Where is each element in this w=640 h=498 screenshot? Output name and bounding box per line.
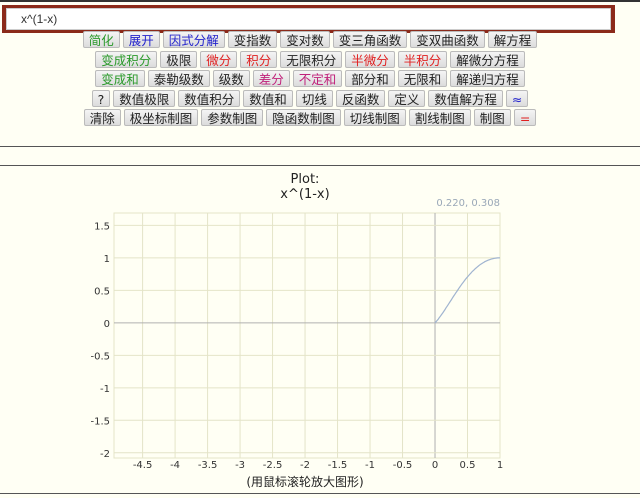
function-button[interactable]: 变三角函数 [332, 31, 408, 48]
function-button[interactable]: 参数制图 [201, 109, 264, 127]
function-button[interactable]: 差分 [252, 70, 290, 88]
x-tick-label: 0 [432, 460, 438, 471]
function-button[interactable]: 泰勒级数 [147, 70, 210, 88]
function-button[interactable]: 变指数 [227, 31, 278, 48]
y-tick-label: -0.5 [90, 351, 110, 362]
function-button[interactable]: 级数 [212, 70, 250, 88]
y-tick-label: 0 [104, 319, 110, 330]
button-row: 清除 极坐标制图 参数制图 隐函数制图 切线制图 割线制图 制图 = [0, 109, 620, 127]
function-button[interactable]: 变双曲函数 [410, 31, 485, 48]
function-button[interactable]: ? [91, 89, 111, 107]
divider [0, 493, 640, 494]
x-tick-label: -2 [300, 460, 310, 471]
function-button-panel: 简化 展开 因式分解 变指数 变对数 变三角函数 变双曲函数 解方程 变成积分 极限 微分 积分 无限积… [0, 31, 620, 129]
x-tick-label: -2.5 [263, 460, 283, 471]
y-tick-label: 1 [104, 254, 110, 265]
function-button[interactable]: 不定和 [292, 70, 343, 88]
x-tick-label: -1.5 [328, 460, 348, 471]
function-button[interactable]: 数值积分 [178, 89, 241, 107]
function-button[interactable]: 切线制图 [343, 109, 406, 127]
x-tick-label: 1 [497, 460, 503, 471]
function-button[interactable]: 切线 [295, 89, 333, 107]
function-button[interactable]: 制图 [473, 109, 511, 127]
function-button[interactable]: 数值极限 [113, 89, 176, 107]
function-button[interactable]: 半微分 [345, 50, 395, 68]
x-tick-label: -1 [365, 460, 375, 471]
function-button[interactable]: 无限和 [397, 70, 448, 88]
function-button[interactable]: 清除 [83, 109, 121, 127]
x-tick-label: -3 [235, 460, 245, 471]
button-row: ? 数值极限 数值积分 数值和 切线 反函数 定义 数值解方程 ≈ [0, 89, 620, 107]
top-border [0, 0, 640, 2]
cursor-coordinates: 0.220, 0.308 [436, 198, 500, 209]
button-row: 变成积分 极限 微分 积分 无限积分 半微分 半积分 解微分方程 [0, 50, 620, 68]
y-tick-label: -1 [100, 384, 110, 395]
function-button[interactable]: 积分 [240, 50, 278, 68]
function-button[interactable]: 因式分解 [162, 31, 225, 48]
function-button[interactable]: 解微分方程 [450, 50, 525, 68]
function-button[interactable]: ≈ [505, 89, 529, 107]
function-curve [434, 257, 501, 324]
function-button[interactable]: 反函数 [335, 89, 386, 107]
y-tick-label: -2 [100, 449, 110, 460]
function-button[interactable]: 数值解方程 [428, 89, 503, 107]
function-button[interactable]: 半积分 [397, 50, 448, 68]
divider [0, 146, 640, 147]
x-tick-label: -4.5 [133, 460, 153, 471]
y-tick-label: -1.5 [90, 416, 110, 427]
function-button[interactable]: 极坐标制图 [123, 109, 199, 127]
chart-title: Plot: [291, 172, 320, 187]
divider [0, 165, 640, 166]
x-tick-label: -4 [170, 460, 180, 471]
expression-input-frame [2, 5, 615, 33]
plot-area [113, 212, 501, 459]
function-button[interactable]: 变对数 [280, 31, 330, 48]
function-button[interactable]: = [513, 109, 537, 127]
function-button[interactable]: 定义 [388, 89, 426, 107]
x-tick-label: 0.5 [460, 460, 476, 471]
button-row: 简化 展开 因式分解 变指数 变对数 变三角函数 变双曲函数 解方程 [0, 31, 620, 48]
x-tick-label: -3.5 [198, 460, 218, 471]
function-button[interactable]: 部分和 [345, 70, 395, 88]
button-row: 变成和 泰勒级数 级数 差分 不定和 部分和 无限和 解递归方程 [0, 70, 620, 88]
y-tick-label: 1.5 [94, 221, 110, 232]
chart-subtitle: x^(1-x) [280, 187, 329, 202]
expression-input[interactable] [6, 8, 611, 30]
function-button[interactable]: 数值和 [243, 89, 293, 107]
function-button[interactable]: 简化 [82, 31, 120, 48]
function-button[interactable]: 变成和 [95, 70, 145, 88]
function-button[interactable]: 隐函数制图 [266, 109, 341, 127]
function-button[interactable]: 解递归方程 [450, 70, 525, 88]
function-button[interactable]: 割线制图 [408, 109, 471, 127]
function-button[interactable]: 微分 [200, 50, 238, 68]
function-button[interactable]: 无限积分 [280, 50, 343, 68]
y-tick-label: 0.5 [94, 286, 110, 297]
function-button[interactable]: 变成积分 [95, 50, 158, 68]
x-tick-label: -0.5 [393, 460, 413, 471]
function-button[interactable]: 展开 [122, 31, 160, 48]
x-axis-label: (用鼠标滚轮放大图形) [246, 474, 363, 489]
function-button[interactable]: 解方程 [487, 31, 538, 48]
function-button[interactable]: 极限 [160, 50, 198, 68]
